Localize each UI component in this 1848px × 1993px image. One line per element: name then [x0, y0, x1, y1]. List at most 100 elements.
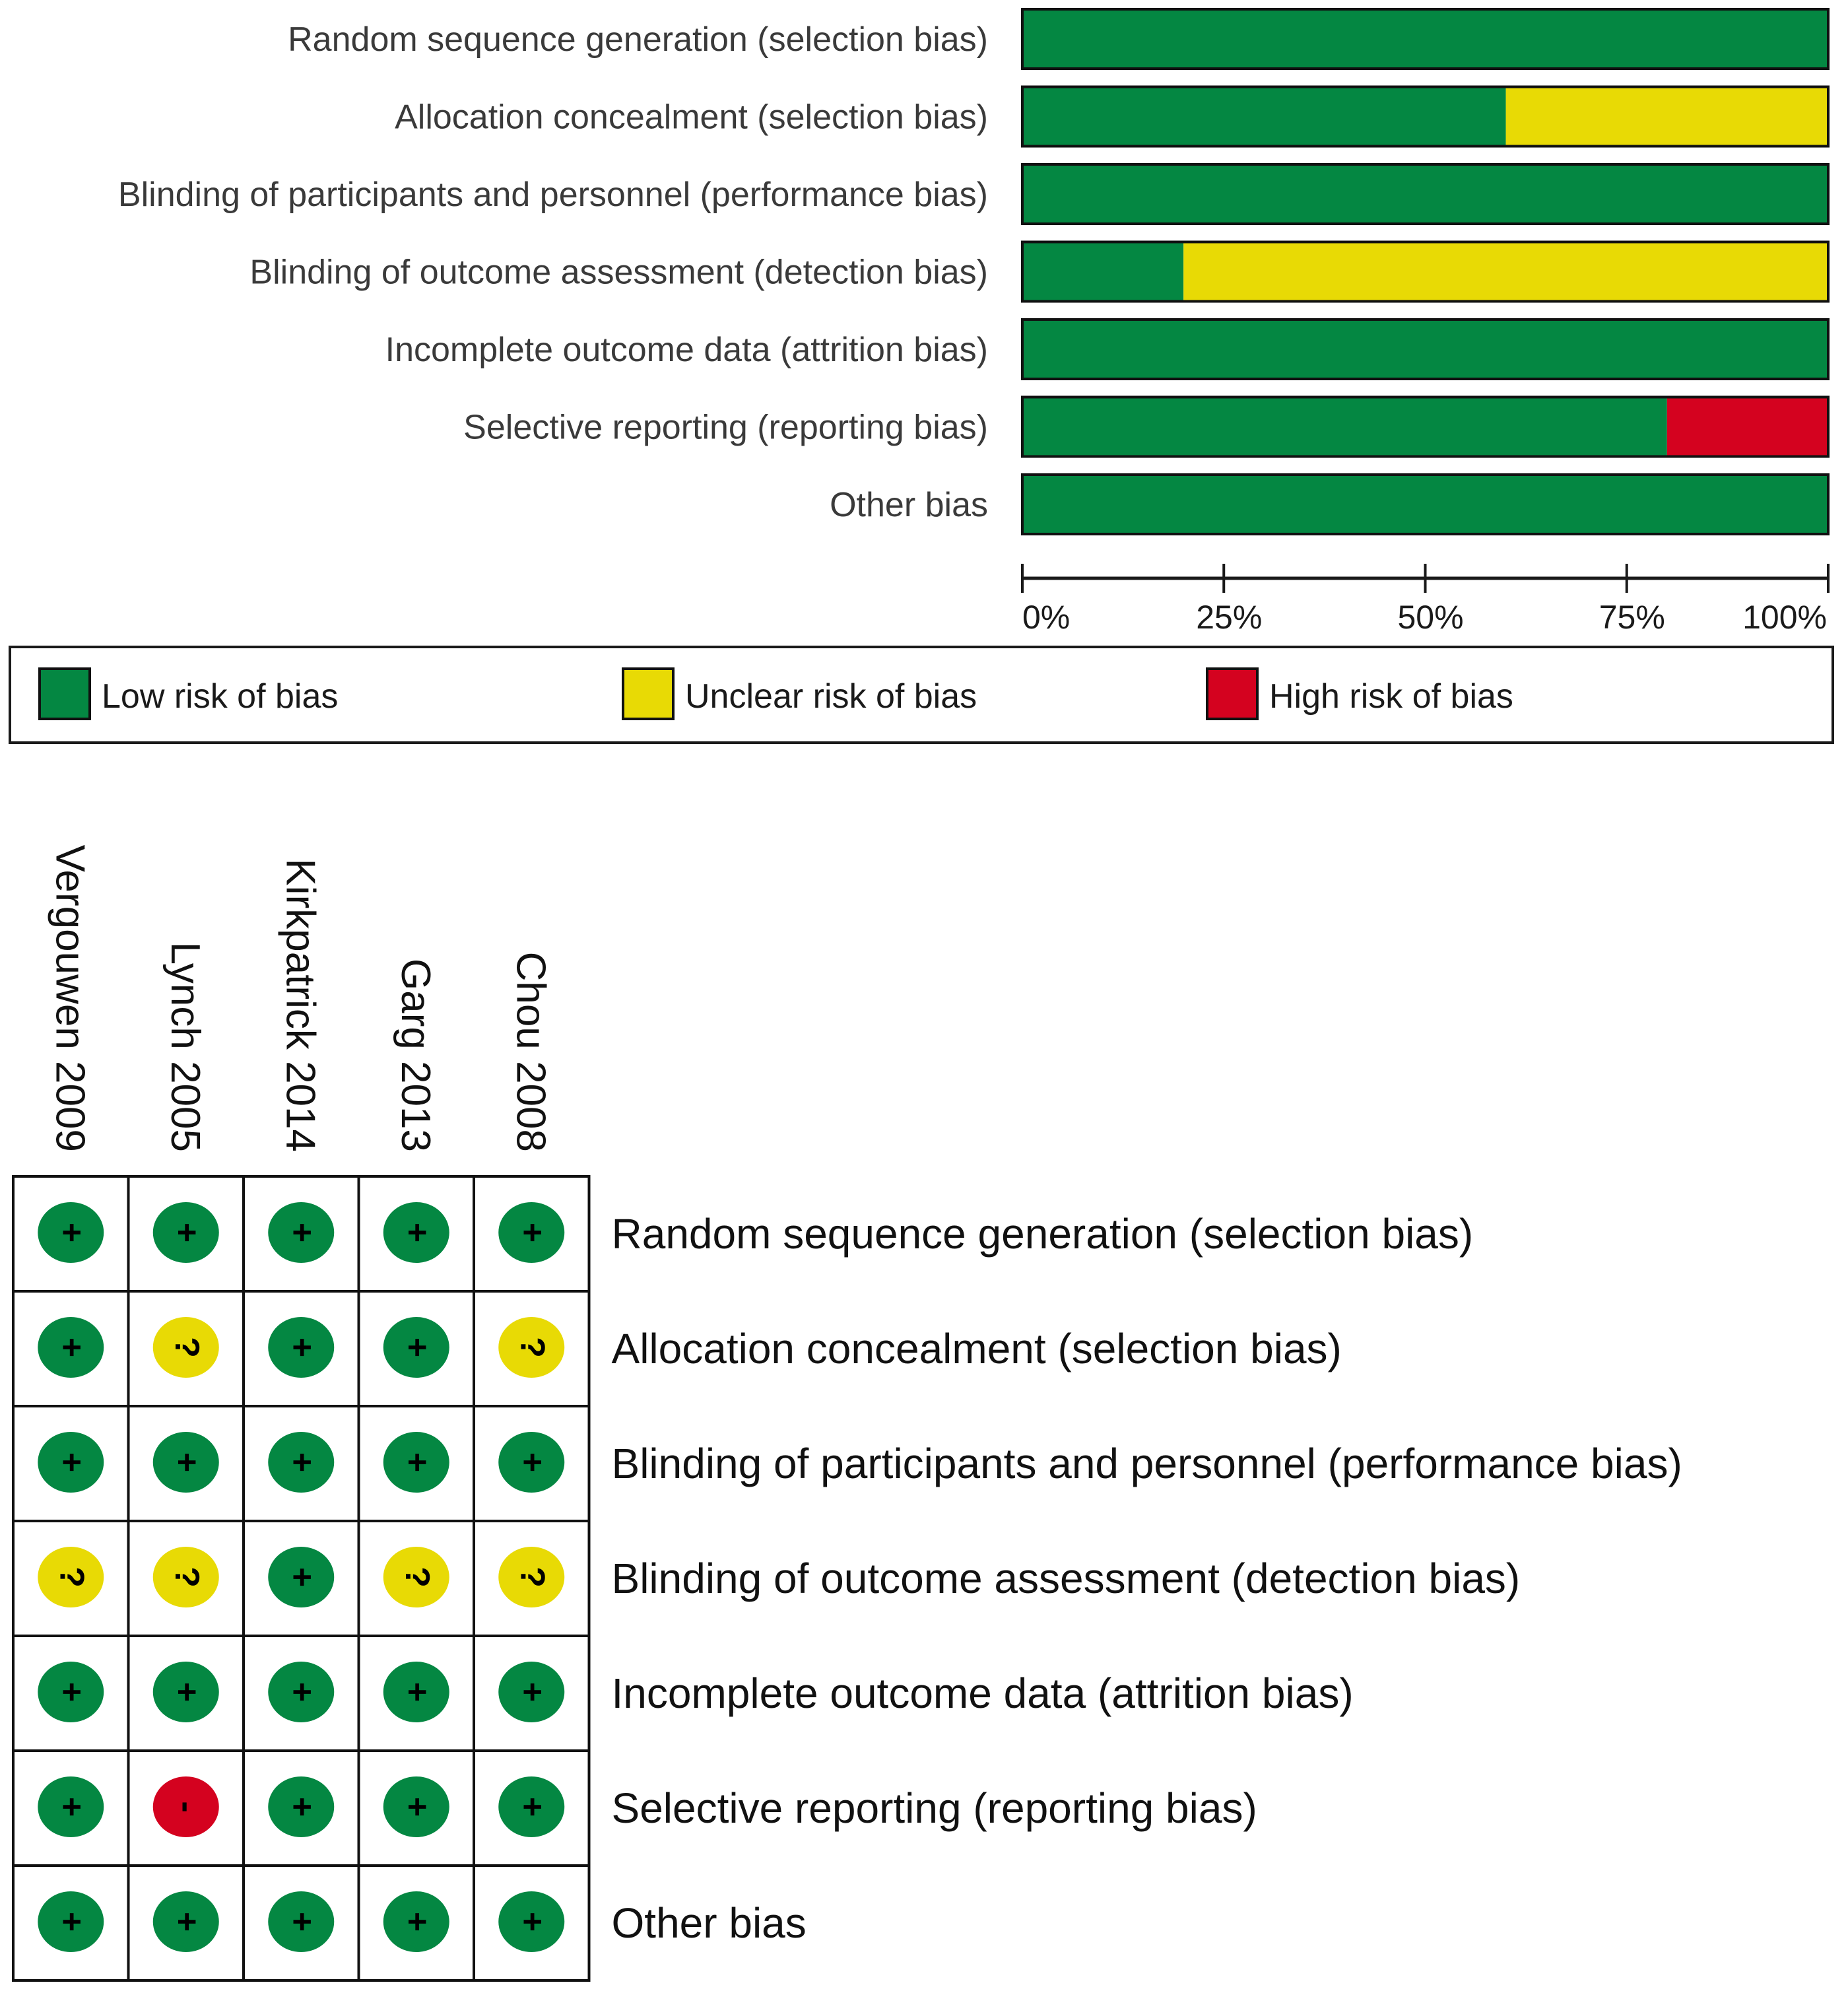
judgement-cell: +	[242, 1864, 360, 1982]
study-name: Chou 2008	[508, 952, 553, 1152]
plus-icon: +	[513, 1912, 551, 1932]
x-tick-label: 0%	[1022, 599, 1070, 636]
judgement-cell: +	[127, 1175, 245, 1293]
judgement-low-icon	[152, 1202, 219, 1263]
question-icon: ?	[168, 1337, 206, 1358]
judgement-cell: +	[357, 1864, 475, 1982]
plus-icon: +	[282, 1223, 321, 1242]
judgement-low-icon	[268, 1432, 335, 1493]
judgement-unclear-icon	[152, 1547, 219, 1607]
judgement-cell: +	[12, 1175, 130, 1293]
judgement-cell: +	[357, 1405, 475, 1522]
plus-icon: +	[282, 1682, 321, 1702]
question-icon: ?	[513, 1337, 551, 1358]
bar-outline	[1021, 8, 1830, 70]
judgement-high-icon	[152, 1776, 219, 1837]
legend-label: High risk of bias	[1269, 677, 1513, 716]
judgement-low-icon	[268, 1776, 335, 1837]
judgement-cell: ?	[473, 1520, 591, 1637]
judgement-cell: +	[473, 1175, 591, 1293]
plus-icon: +	[168, 1912, 206, 1932]
domain-label: Other bias	[830, 486, 988, 524]
plus-icon: +	[398, 1682, 436, 1702]
bar-segment-low-risk-of-bias	[1022, 242, 1184, 302]
legend-box	[9, 646, 1834, 744]
domain-label: Selective reporting (reporting bias)	[463, 409, 988, 447]
judgement-low-icon	[152, 1432, 219, 1493]
legend-swatch-low-risk-of-bias	[38, 667, 91, 720]
study-name: Kirkpatrick 2014	[277, 858, 323, 1152]
plus-icon: +	[282, 1337, 321, 1357]
judgement-low-icon	[498, 1891, 565, 1952]
x-axis: 0% 25% 50% 75% 100%	[1021, 564, 1830, 636]
summary-domain-label: Other bias	[612, 1899, 807, 1947]
judgement-low-icon	[498, 1662, 565, 1722]
domain-label: Blinding of participants and personnel (…	[118, 176, 988, 214]
plus-icon: +	[52, 1912, 90, 1932]
summary-domain-label: Blinding of participants and personnel (…	[612, 1440, 1682, 1487]
domain-label: Allocation concealment (selection bias)	[395, 98, 988, 137]
judgement-low-icon	[152, 1891, 219, 1952]
plus-icon: +	[168, 1452, 206, 1472]
question-icon: ?	[168, 1567, 206, 1588]
x-tick-label: 50%	[1397, 599, 1463, 636]
domain-label: Random sequence generation (selection bi…	[288, 20, 988, 59]
judgement-cell: +	[127, 1864, 245, 1982]
summary-domain-label: Allocation concealment (selection bias)	[612, 1325, 1342, 1372]
plus-icon: +	[168, 1223, 206, 1242]
x-tick-label: 75%	[1599, 599, 1665, 636]
judgement-cell: ?	[12, 1520, 130, 1637]
judgement-cell: -	[127, 1749, 245, 1867]
judgement-low-icon	[268, 1662, 335, 1722]
judgement-low-icon	[383, 1317, 449, 1378]
summary-domain-label: Random sequence generation (selection bi…	[612, 1210, 1474, 1258]
plus-icon: +	[52, 1452, 90, 1472]
plus-icon: +	[398, 1452, 436, 1472]
judgement-low-icon	[268, 1891, 335, 1952]
judgement-cell: +	[12, 1290, 130, 1407]
judgement-unclear-icon	[152, 1317, 219, 1378]
plus-icon: +	[52, 1337, 90, 1357]
judgement-low-icon	[383, 1202, 449, 1263]
judgement-cell: ?	[473, 1290, 591, 1407]
judgement-cell: +	[357, 1290, 475, 1407]
plus-icon: +	[513, 1797, 551, 1817]
judgement-unclear-icon	[498, 1317, 565, 1378]
graph-domain-labels: Random sequence generation (selection bi…	[118, 20, 988, 524]
judgement-low-icon	[498, 1432, 565, 1493]
judgement-cell: +	[12, 1405, 130, 1522]
bar-segment-low-risk-of-bias	[1022, 164, 1828, 224]
bar-segment-low-risk-of-bias	[1022, 320, 1828, 379]
study-name: Garg 2013	[393, 959, 438, 1152]
plus-icon: +	[282, 1797, 321, 1817]
domain-label: Incomplete outcome data (attrition bias)	[385, 331, 988, 369]
legend-swatch-unclear-risk-of-bias	[622, 667, 675, 720]
judgement-cell: +	[127, 1405, 245, 1522]
summary-domain-label: Incomplete outcome data (attrition bias)	[612, 1670, 1354, 1717]
legend-label: Unclear risk of bias	[685, 677, 977, 716]
judgement-unclear-icon	[498, 1547, 565, 1607]
plus-icon: +	[282, 1567, 321, 1587]
judgement-unclear-icon	[38, 1547, 104, 1607]
plus-icon: +	[398, 1223, 436, 1242]
bar-segment-high-risk-of-bias	[1666, 397, 1828, 457]
plus-icon: +	[398, 1797, 436, 1817]
bar-segment-low-risk-of-bias	[1022, 397, 1667, 457]
bar-segment-low-risk-of-bias	[1022, 86, 1506, 147]
bar-outline	[1021, 473, 1830, 535]
summary-domain-labels: Random sequence generation (selection bi…	[612, 1210, 1682, 1947]
judgement-cell: +	[242, 1635, 360, 1752]
plus-icon: +	[398, 1337, 436, 1357]
judgement-cell: +	[242, 1405, 360, 1522]
judgement-cell: ?	[127, 1290, 245, 1407]
judgement-cell: +	[357, 1635, 475, 1752]
judgement-cell: +	[12, 1635, 130, 1752]
judgement-low-icon	[152, 1662, 219, 1722]
plus-icon: +	[52, 1223, 90, 1242]
judgement-low-icon	[498, 1202, 565, 1263]
summary-domain-label: Blinding of outcome assessment (detectio…	[612, 1555, 1521, 1602]
cell-border	[12, 1520, 130, 1637]
plus-icon: +	[282, 1452, 321, 1472]
plus-icon: +	[282, 1912, 321, 1932]
